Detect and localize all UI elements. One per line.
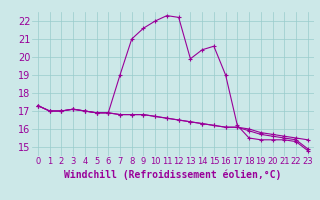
X-axis label: Windchill (Refroidissement éolien,°C): Windchill (Refroidissement éolien,°C): [64, 169, 282, 180]
